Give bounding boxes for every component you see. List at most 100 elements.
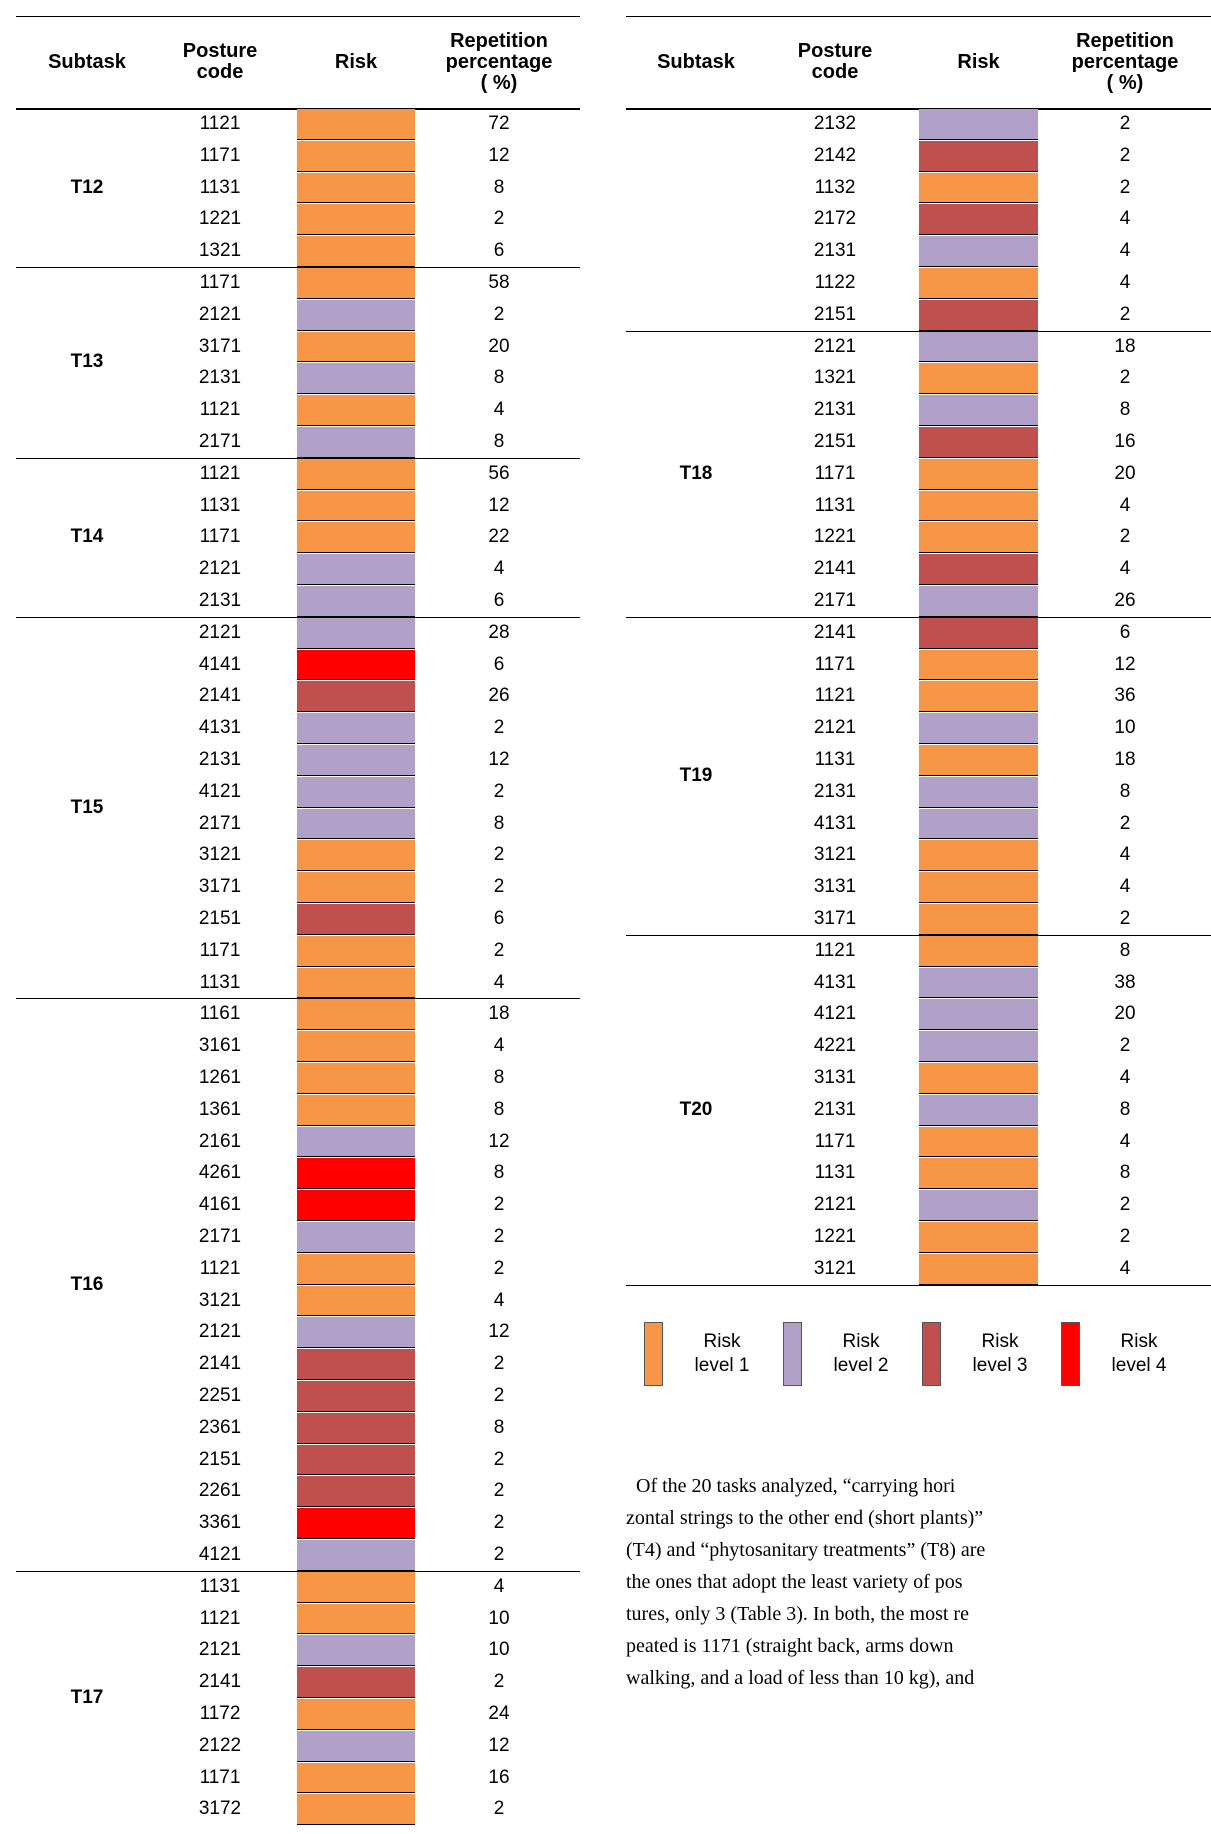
posture-code: 1171	[814, 653, 856, 675]
risk-cell	[297, 1603, 415, 1635]
posture-code: 2131	[813, 780, 857, 802]
posture-code: 2141	[198, 1353, 242, 1375]
posture-code: 2151	[813, 431, 857, 452]
posture-code: 1172	[199, 1703, 241, 1724]
risk-cell	[297, 1253, 415, 1285]
percentage: 2	[493, 1512, 505, 1534]
percentage: 4	[1119, 558, 1131, 580]
percentage: 2	[493, 717, 505, 739]
percentage: 8	[493, 431, 505, 452]
risk-cell	[919, 713, 1038, 744]
posture-code: 2171	[198, 431, 242, 452]
percentage: 2	[493, 1194, 505, 1216]
posture-code: 1171	[199, 272, 241, 293]
risk-cell	[297, 427, 415, 458]
percentage: 24	[488, 1703, 510, 1724]
posture-code: 1121	[199, 113, 241, 134]
percentage: 10	[488, 1639, 510, 1661]
posture-code: 2141	[813, 558, 857, 580]
percentage: 2	[1119, 1035, 1131, 1057]
posture-code: 3131	[813, 1067, 857, 1088]
risk-cell	[919, 458, 1038, 490]
subtask-label: T14	[70, 526, 104, 548]
risk-cell	[919, 490, 1038, 522]
posture-code: 3172	[198, 1798, 242, 1820]
risk-cell	[919, 204, 1038, 236]
posture-code: 1121	[199, 1607, 241, 1629]
subtask-label: T13	[70, 351, 104, 373]
column-header: Posture code	[797, 40, 873, 83]
group-line	[626, 934, 1211, 936]
legend-swatch	[783, 1322, 802, 1386]
risk-cell	[919, 172, 1038, 204]
percentage: 4	[1119, 1257, 1131, 1279]
posture-code: 2131	[813, 1098, 857, 1120]
posture-code: 1171	[199, 526, 241, 548]
risk-cell	[919, 427, 1038, 458]
risk-cell	[297, 1794, 415, 1826]
percentage: 2	[493, 1798, 505, 1820]
posture-code: 2121	[198, 558, 242, 580]
risk-cell	[297, 1222, 415, 1253]
percentage: 38	[1114, 971, 1136, 993]
percentage: 2	[493, 1448, 505, 1470]
posture-code: 3131	[813, 876, 857, 898]
percentage: 8	[1119, 1162, 1131, 1184]
posture-code: 1261	[198, 1067, 242, 1088]
legend-label: Risk level 3	[972, 1331, 1028, 1376]
subtask-label: T17	[70, 1687, 104, 1708]
percentage: 2	[1119, 367, 1131, 389]
posture-code: 2141	[813, 621, 857, 643]
percentage: 2	[1119, 526, 1131, 548]
percentage: 6	[493, 908, 505, 929]
percentage: 12	[488, 494, 510, 516]
posture-code: 2151	[198, 1448, 242, 1470]
risk-cell	[919, 840, 1038, 872]
risk-cell	[919, 109, 1038, 140]
risk-cell	[919, 395, 1038, 426]
percentage: 2	[1119, 908, 1131, 929]
posture-code: 4221	[813, 1035, 857, 1057]
percentage: 2	[1119, 1194, 1131, 1216]
risk-cell	[297, 872, 415, 903]
percentage: 72	[488, 113, 510, 134]
percentage: 56	[488, 462, 510, 484]
column-header: Repetition percentage ( %)	[445, 29, 553, 94]
percentage: 8	[493, 1067, 505, 1088]
posture-code: 2121	[198, 621, 242, 643]
table-top-line	[16, 16, 580, 17]
posture-code: 2141	[198, 1671, 242, 1693]
risk-cell	[919, 1063, 1038, 1094]
percentage: 6	[1119, 621, 1131, 643]
posture-code: 1121	[814, 685, 856, 707]
risk-cell	[919, 522, 1038, 554]
group-line	[626, 616, 1211, 618]
percentage: 2	[493, 303, 505, 325]
posture-code: 1131	[199, 1575, 241, 1597]
risk-cell	[297, 1699, 415, 1730]
risk-cell	[297, 140, 415, 172]
posture-code: 2141	[198, 685, 242, 707]
percentage: 10	[488, 1607, 510, 1629]
posture-code: 2361	[198, 1416, 242, 1438]
percentage: 2	[493, 1544, 505, 1565]
group-line	[16, 267, 580, 268]
percentage: 2	[1119, 303, 1131, 325]
posture-code: 3121	[813, 844, 857, 866]
percentage: 6	[493, 653, 505, 675]
percentage: 16	[1114, 431, 1136, 452]
percentage: 8	[493, 812, 505, 834]
paragraph-line: tures, only 3 (Table 3). In both, the mo…	[626, 1603, 969, 1625]
risk-cell	[297, 1412, 415, 1444]
percentage: 2	[493, 939, 505, 961]
percentage: 2	[493, 1385, 505, 1406]
percentage: 4	[493, 399, 505, 421]
percentage: 4	[1119, 876, 1131, 898]
column-header: Repetition percentage ( %)	[1071, 29, 1179, 94]
risk-cell	[297, 1094, 415, 1126]
posture-code: 1221	[198, 208, 242, 230]
percentage: 2	[493, 1257, 505, 1279]
posture-code: 2151	[813, 303, 857, 325]
percentage: 2	[493, 780, 505, 802]
